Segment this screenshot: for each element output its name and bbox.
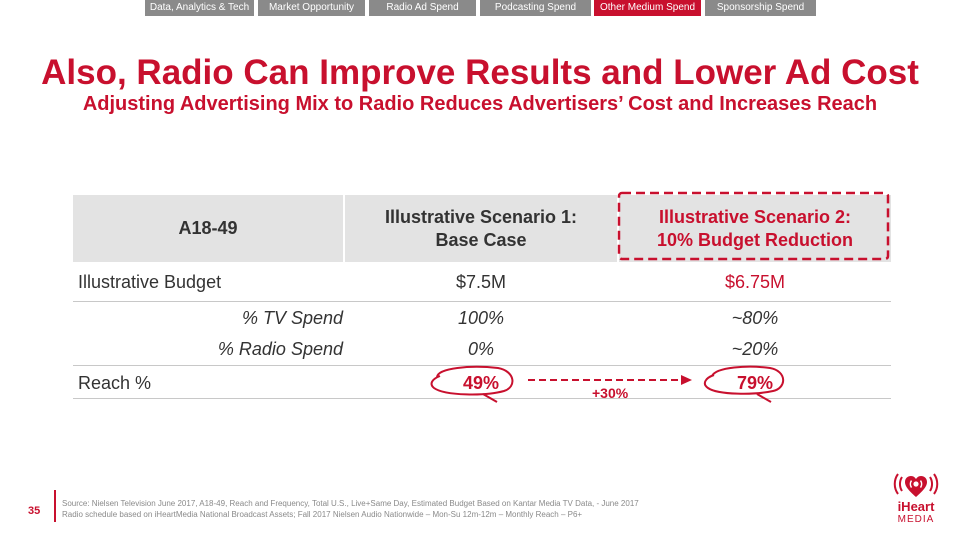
row-reach-label: Reach % [78, 373, 152, 393]
logo-wordmark: iHeart [897, 499, 935, 514]
row-radio-s1: 0% [467, 339, 494, 359]
header-scenario-1: Illustrative Scenario 1: Base Case [345, 195, 617, 262]
row-reach-s2: 79% [736, 373, 774, 393]
page-title: Also, Radio Can Improve Results and Lowe… [41, 53, 919, 92]
row-budget-label: Illustrative Budget [78, 272, 222, 292]
logo-media-text: MEDIA [897, 514, 935, 525]
section-nav: Data, Analytics & Tech Market Opportunit… [0, 0, 960, 16]
header-a18-49: A18-49 [73, 195, 343, 262]
scenario-2-highlight-box [617, 191, 890, 261]
row-divider [73, 365, 891, 366]
iheartmedia-logo: iHeart MEDIA [888, 470, 944, 536]
row-reach-s1: 49% [462, 373, 500, 393]
tab-market-opportunity[interactable]: Market Opportunity [258, 0, 365, 16]
reach-49-tick [482, 393, 498, 403]
row-divider [73, 398, 891, 399]
uplift-label: +30% [592, 385, 629, 401]
source-line-2: Radio schedule based on iHeartMedia Nati… [62, 510, 583, 519]
tab-sponsorship-spend[interactable]: Sponsorship Spend [705, 0, 816, 16]
header-scenario-2-line1: Illustrative Scenario 2: [658, 206, 852, 227]
page-subtitle: Adjusting Advertising Mix to Radio Reduc… [82, 93, 878, 115]
page-number: 35 [28, 505, 41, 517]
row-radio-s2: ~20% [731, 339, 779, 359]
header-scenario-1-line2: Base Case [435, 229, 527, 250]
row-budget-s2: $6.75M [724, 272, 786, 292]
tab-other-medium-spend[interactable]: Other Medium Spend [594, 0, 701, 16]
heart-radio-icon [893, 473, 939, 497]
tab-radio-ad-spend[interactable]: Radio Ad Spend [369, 0, 476, 16]
reach-49-circle [430, 365, 514, 396]
row-divider [73, 301, 891, 302]
header-scenario-2: Illustrative Scenario 2: 10% Budget Redu… [619, 195, 891, 262]
source-note: Source: Nielsen Television June 2017, A1… [62, 498, 639, 520]
uplift-arrow-head-icon [681, 375, 692, 385]
source-line-1: Source: Nielsen Television June 2017, A1… [62, 499, 639, 508]
tab-podcasting-spend[interactable]: Podcasting Spend [480, 0, 591, 16]
header-scenario-2-line2: 10% Budget Reduction [656, 229, 853, 250]
row-tv-label: % TV Spend [241, 308, 343, 328]
row-tv-s2: ~80% [731, 308, 779, 328]
reach-79-tick [756, 393, 772, 403]
row-tv-s1: 100% [457, 308, 505, 328]
row-radio-label: % Radio Spend [217, 339, 343, 359]
tab-data-analytics-tech[interactable]: Data, Analytics & Tech [145, 0, 254, 16]
row-budget-s1: $7.5M [455, 272, 507, 292]
reach-79-circle [703, 365, 785, 395]
header-a18-49-label: A18-49 [178, 218, 238, 238]
footer-divider [54, 490, 56, 522]
header-scenario-1-line1: Illustrative Scenario 1: [384, 206, 578, 227]
